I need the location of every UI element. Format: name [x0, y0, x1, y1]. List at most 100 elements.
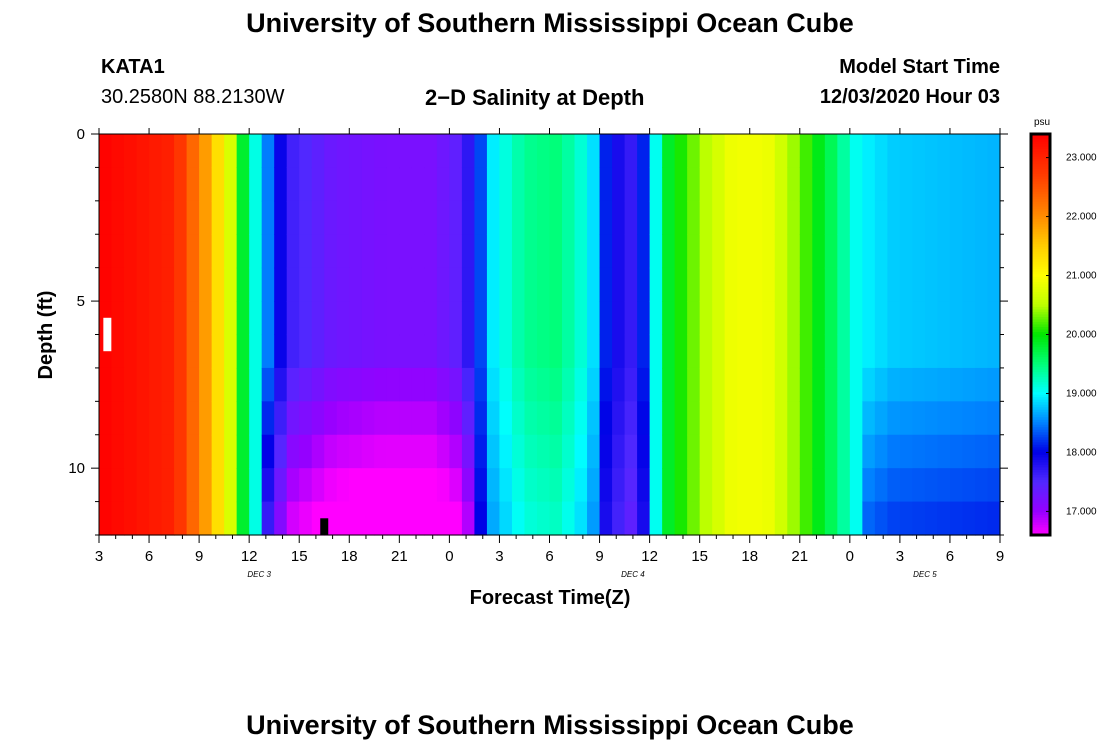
heatmap-cell: [374, 234, 388, 269]
colorbar-segment: [1031, 467, 1050, 471]
heatmap-cell: [286, 200, 300, 235]
heatmap-cell: [812, 234, 826, 269]
heatmap-cell: [812, 468, 826, 503]
colorbar-segment: [1031, 524, 1050, 529]
heatmap-cell: [499, 200, 513, 235]
heatmap-cell: [787, 401, 801, 436]
heatmap-cell: [499, 468, 513, 503]
heatmap-cell: [536, 434, 551, 469]
heatmap-cell: [211, 200, 225, 235]
colorbar-tick-label: 22.000: [1066, 212, 1097, 223]
heatmap-cell: [186, 501, 200, 536]
colorbar-segment: [1031, 164, 1050, 168]
heatmap-cell: [574, 334, 588, 369]
heatmap-cell: [574, 501, 588, 536]
heatmap-cell: [449, 267, 463, 302]
heatmap-cell: [274, 301, 288, 336]
heatmap-cell: [111, 267, 125, 302]
heatmap-cell: [724, 267, 738, 302]
heatmap-cell: [174, 234, 188, 269]
heatmap-cell: [174, 267, 188, 302]
colorbar-segment: [1031, 494, 1050, 499]
heatmap-cell: [361, 301, 375, 336]
colorbar-segment: [1031, 209, 1050, 213]
heatmap-cell: [386, 334, 400, 369]
colorbar-segment: [1031, 331, 1050, 336]
heatmap-cell: [949, 134, 964, 169]
heatmap-cell: [436, 200, 450, 235]
x-tick-label: 21: [791, 548, 808, 565]
heatmap-cell: [536, 501, 551, 536]
colorbar-segment: [1031, 414, 1050, 418]
heatmap-cell: [687, 234, 701, 269]
heatmap-cell: [924, 434, 939, 469]
heatmap-cell: [574, 134, 588, 169]
heatmap-cell: [987, 434, 1001, 469]
heatmap-cell: [374, 200, 388, 235]
colorbar-segment: [1031, 497, 1050, 501]
heatmap-cell: [724, 501, 738, 536]
heatmap-cell: [211, 134, 225, 169]
colorbar-segment: [1031, 459, 1050, 463]
heatmap-cell: [987, 367, 1001, 402]
heatmap-cell: [824, 334, 838, 369]
heatmap-cell: [549, 267, 563, 302]
heatmap-cell: [436, 468, 450, 503]
heatmap-cell: [624, 334, 638, 369]
heatmap-cell: [349, 334, 363, 369]
heatmap-cell: [124, 434, 138, 469]
heatmap-cell: [449, 401, 463, 436]
heatmap-cell: [862, 434, 876, 469]
heatmap-cell: [224, 267, 238, 302]
heatmap-cell: [149, 501, 163, 536]
heatmap-cell: [937, 167, 951, 202]
heatmap-cell: [249, 167, 263, 202]
heatmap-cell: [849, 367, 863, 402]
heatmap-cell: [974, 501, 989, 536]
heatmap-cell: [349, 301, 363, 336]
heatmap-cell: [549, 334, 563, 369]
colorbar-segment: [1031, 304, 1050, 308]
heatmap-cell: [562, 301, 576, 336]
heatmap-cell: [486, 200, 501, 235]
heatmap-cell: [737, 267, 751, 302]
heatmap-cell: [662, 134, 676, 169]
heatmap-cell: [812, 334, 826, 369]
heatmap-cell: [336, 468, 350, 503]
heatmap-cell: [374, 401, 388, 436]
heatmap-cell: [124, 367, 138, 402]
heatmap-cell: [774, 468, 788, 503]
heatmap-cell: [687, 301, 701, 336]
heatmap-cell: [199, 301, 213, 336]
heatmap-cell: [874, 167, 888, 202]
heatmap-cell: [587, 468, 601, 503]
heatmap-cell: [962, 401, 976, 436]
heatmap-cell: [386, 267, 400, 302]
heatmap-cell: [649, 167, 663, 202]
heatmap-cell: [912, 134, 926, 169]
colorbar-segment: [1031, 449, 1050, 453]
heatmap-cell: [374, 501, 388, 536]
colorbar-segment: [1031, 316, 1050, 321]
heatmap-cell: [361, 200, 375, 235]
colorbar-segment: [1031, 179, 1050, 183]
heatmap-cell: [649, 134, 663, 169]
heatmap-cell: [436, 301, 450, 336]
heatmap-cell: [637, 234, 651, 269]
heatmap-cell: [599, 167, 613, 202]
heatmap-cell: [261, 501, 275, 536]
heatmap-cell: [174, 334, 188, 369]
heatmap-cell: [261, 167, 275, 202]
heatmap-cell: [937, 200, 951, 235]
heatmap-cell: [637, 501, 651, 536]
heatmap-cell: [762, 301, 776, 336]
heatmap-cell: [461, 234, 476, 269]
heatmap-cell: [624, 401, 638, 436]
heatmap-cell: [674, 267, 688, 302]
heatmap-cell: [449, 301, 463, 336]
heatmap-cell: [712, 434, 726, 469]
heatmap-cell: [111, 200, 125, 235]
heatmap-cell: [361, 468, 375, 503]
heatmap-cell: [386, 301, 400, 336]
heatmap-cell: [862, 267, 876, 302]
